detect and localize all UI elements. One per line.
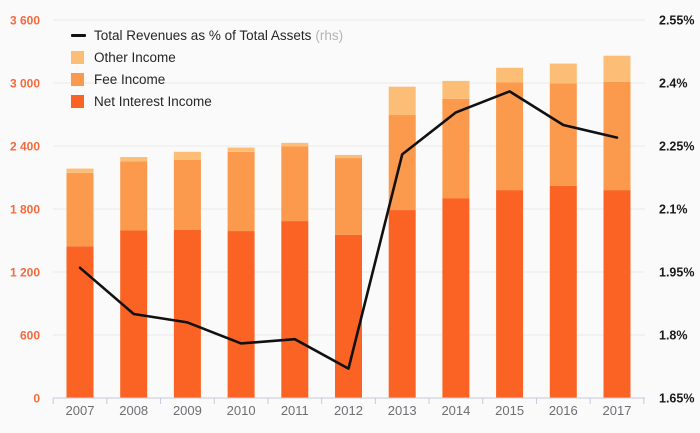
bar-segment-net-interest-income — [227, 231, 255, 398]
bar-segment-net-interest-income — [603, 190, 631, 398]
right-axis-label: 1.95% — [659, 266, 694, 280]
bar-segment-fee-income — [173, 159, 201, 230]
bar-segment-other-income — [603, 55, 631, 82]
left-axis-label: 600 — [20, 329, 40, 343]
bar-segment-net-interest-income — [173, 230, 201, 398]
bar-segment-fee-income — [281, 146, 309, 222]
bar-segment-other-income — [281, 142, 309, 147]
bar-segment-other-income — [173, 151, 201, 160]
legend-item-other-income: Other Income — [71, 46, 343, 68]
right-axis-label: 1.8% — [659, 329, 688, 343]
x-axis-label: 2009 — [173, 403, 202, 418]
bar-segment-other-income — [549, 63, 577, 84]
bar-segment-other-income — [335, 154, 362, 159]
legend-swatch — [71, 94, 84, 108]
left-axis-label: 1 800 — [10, 203, 40, 217]
bar-segment-net-interest-income — [335, 234, 362, 398]
bar-segment-other-income — [120, 157, 148, 162]
bar-segment-fee-income — [442, 98, 470, 199]
legend-item-label: Fee Income — [94, 71, 166, 87]
left-axis-label: 3 000 — [10, 77, 40, 91]
x-axis-label: 2011 — [281, 403, 309, 418]
left-axis-label: 0 — [33, 392, 40, 406]
legend-swatch — [71, 50, 84, 64]
legend-item-fee-income: Fee Income — [71, 68, 343, 90]
left-axis-label: 2 400 — [10, 140, 40, 154]
x-axis-label: 2016 — [549, 403, 578, 418]
bar-segment-fee-income — [335, 158, 362, 235]
bar-segment-fee-income — [227, 151, 255, 232]
bar-segment-other-income — [442, 80, 470, 99]
bar-segment-net-interest-income — [281, 221, 309, 398]
legend-item-label: Net Interest Income — [94, 93, 212, 109]
bar-segment-fee-income — [120, 161, 148, 231]
legend-swatch — [71, 72, 84, 86]
legend-item-label: Total Revenues as % of Total Assets (rhs) — [94, 27, 344, 43]
bar-segment-fee-income — [66, 172, 94, 247]
bar-segment-net-interest-income — [496, 190, 524, 398]
bar-segment-other-income — [227, 147, 255, 152]
x-axis-label: 2008 — [119, 403, 148, 418]
x-axis-label: 2015 — [495, 403, 524, 418]
x-axis-label: 2013 — [388, 403, 417, 418]
right-axis-label: 2.55% — [659, 14, 694, 28]
bar-segment-net-interest-income — [388, 210, 416, 398]
bar-segment-fee-income — [496, 82, 524, 191]
x-axis-label: 2007 — [66, 403, 95, 418]
line-series-icon — [71, 33, 86, 37]
left-axis-label: 1 200 — [10, 266, 40, 280]
chart-legend: Total Revenues as % of Total Assets (rhs)… — [71, 24, 343, 112]
bar-segment-net-interest-income — [66, 246, 94, 398]
rhs-suffix: (rhs) — [315, 27, 344, 43]
x-axis-label: 2012 — [334, 403, 363, 418]
legend-item-total-revenues: Total Revenues as % of Total Assets (rhs) — [71, 24, 343, 46]
right-axis-label: 2.1% — [659, 203, 688, 217]
legend-item-net-interest-income: Net Interest Income — [71, 90, 343, 112]
bar-segment-other-income — [66, 168, 94, 173]
x-axis-label: 2010 — [227, 403, 256, 418]
right-axis-label: 2.25% — [659, 140, 694, 154]
x-axis-label: 2014 — [441, 403, 470, 418]
right-axis-label: 2.4% — [659, 77, 688, 91]
bar-segment-other-income — [388, 86, 416, 116]
legend-item-label: Other Income — [94, 49, 176, 65]
right-axis-label: 1.65% — [659, 392, 694, 406]
total-revenues-line — [78, 90, 619, 370]
x-axis-label: 2017 — [603, 403, 632, 418]
bar-segment-net-interest-income — [442, 198, 470, 398]
bar-segment-fee-income — [549, 83, 577, 186]
bar-segment-other-income — [496, 67, 524, 83]
bar-segment-net-interest-income — [549, 185, 577, 398]
left-axis-label: 3 600 — [10, 14, 40, 28]
